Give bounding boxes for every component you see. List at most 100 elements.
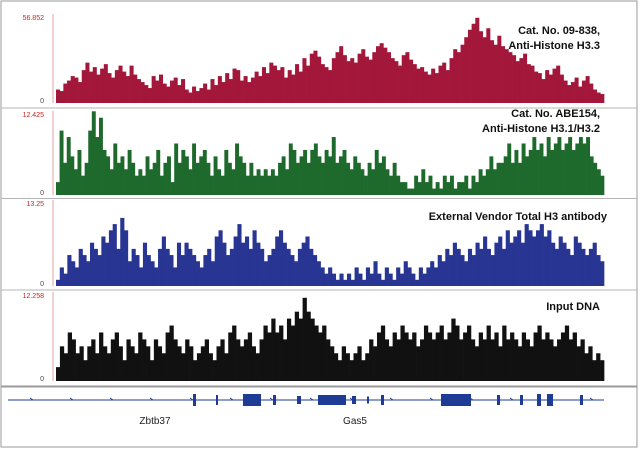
coverage-bar: [532, 236, 537, 286]
coverage-bar: [146, 346, 151, 381]
coverage-bar: [248, 248, 253, 286]
coverage-bar: [342, 149, 347, 195]
coverage-bar: [478, 169, 483, 195]
coverage-bar: [225, 73, 230, 103]
coverage-bar: [173, 77, 178, 103]
coverage-bar: [184, 89, 189, 103]
coverage-bar: [214, 236, 219, 286]
coverage-bar: [269, 62, 274, 103]
coverage-bar: [528, 230, 533, 286]
coverage-bar: [324, 149, 329, 195]
coverage-bar: [575, 143, 580, 195]
gene-exon: [580, 395, 583, 405]
coverage-bar: [408, 339, 413, 381]
coverage-bar: [227, 162, 232, 195]
coverage-bar: [185, 339, 190, 381]
coverage-bar: [276, 70, 281, 103]
coverage-bar: [261, 67, 266, 103]
coverage-bar: [478, 332, 483, 381]
coverage-bar: [506, 339, 511, 381]
coverage-bar: [412, 64, 417, 103]
coverage-bar: [93, 248, 98, 286]
coverage-bar: [167, 156, 171, 195]
coverage-bar: [517, 230, 522, 286]
coverage-bar: [59, 267, 64, 286]
coverage-bar: [204, 339, 209, 381]
coverage-bar: [545, 70, 550, 103]
coverage-bar: [254, 71, 259, 103]
coverage-bar: [517, 346, 523, 381]
coverage-bar: [471, 175, 476, 195]
coverage-bar: [188, 248, 193, 286]
coverage-bar: [415, 279, 420, 286]
coverage-bar: [298, 71, 303, 103]
coverage-bar: [376, 332, 382, 381]
coverage-bar: [96, 74, 101, 103]
coverage-bar: [243, 76, 248, 103]
coverage-bar: [180, 255, 185, 286]
coverage-bar: [493, 44, 498, 103]
coverage-bar: [279, 325, 284, 381]
coverage-bar: [396, 175, 401, 195]
coverage-bar: [367, 162, 372, 195]
coverage-bar: [63, 353, 69, 381]
coverage-bar: [475, 17, 480, 104]
coverage-bar: [320, 64, 325, 103]
coverage-bar: [447, 332, 452, 381]
coverage-bar: [455, 325, 460, 381]
coverage-bar: [200, 346, 206, 381]
coverage-bar: [525, 339, 530, 381]
coverage-bar: [479, 248, 484, 286]
coverage-bar: [600, 261, 605, 286]
coverage-bar: [354, 267, 359, 286]
gene-exon: [537, 394, 541, 406]
coverage-bar: [358, 273, 363, 286]
coverage-bar: [213, 156, 218, 195]
coverage-bar: [263, 325, 268, 381]
coverage-bars: [56, 297, 605, 381]
coverage-bar: [100, 68, 105, 103]
coverage-bar: [270, 169, 275, 195]
coverage-bar: [207, 248, 212, 286]
coverage-bar: [543, 236, 548, 286]
coverage-bar: [541, 339, 546, 381]
coverage-bar: [558, 236, 563, 286]
coverage-bar: [294, 261, 299, 286]
coverage-bar: [392, 279, 397, 286]
coverage-bar: [435, 182, 440, 195]
coverage-bar: [74, 267, 80, 286]
coverage-bar: [446, 182, 451, 195]
coverage-bar: [306, 65, 311, 103]
coverage-bar: [203, 83, 208, 103]
coverage-bar: [256, 169, 261, 195]
coverage-bar: [196, 353, 202, 381]
y-axis-max-label: 12.258: [23, 293, 45, 300]
coverage-bar: [73, 169, 78, 195]
coverage-bar: [464, 175, 469, 195]
coverage-bar: [87, 346, 92, 381]
coverage-bar: [224, 353, 229, 381]
coverage-bar: [236, 70, 241, 103]
coverage-bar: [593, 162, 598, 195]
coverage-bar: [353, 156, 358, 195]
coverage-bar: [274, 175, 279, 195]
coverage-bar: [409, 59, 414, 103]
coverage-bar: [407, 188, 411, 195]
coverage-bar: [306, 311, 311, 381]
track-1: 56.852 0 Cat. No. 09-838, Anti-Histone H3.3: [1, 14, 637, 109]
coverage-bar: [252, 175, 257, 195]
coverage-bar: [554, 248, 559, 286]
track-label-line: Cat. No. 09-838,: [518, 25, 600, 37]
coverage-bar: [107, 73, 112, 103]
coverage-bar: [374, 149, 379, 195]
coverage-bar: [278, 230, 284, 286]
coverage-bar: [445, 70, 450, 103]
coverage-bar: [392, 332, 397, 381]
coverage-bar: [486, 325, 491, 381]
coverage-bar: [589, 156, 594, 195]
coverage-bar: [328, 156, 333, 195]
coverage-bar: [566, 248, 571, 286]
coverage-bar: [111, 77, 116, 103]
coverage-bar: [166, 86, 171, 103]
coverage-bar: [392, 162, 397, 195]
